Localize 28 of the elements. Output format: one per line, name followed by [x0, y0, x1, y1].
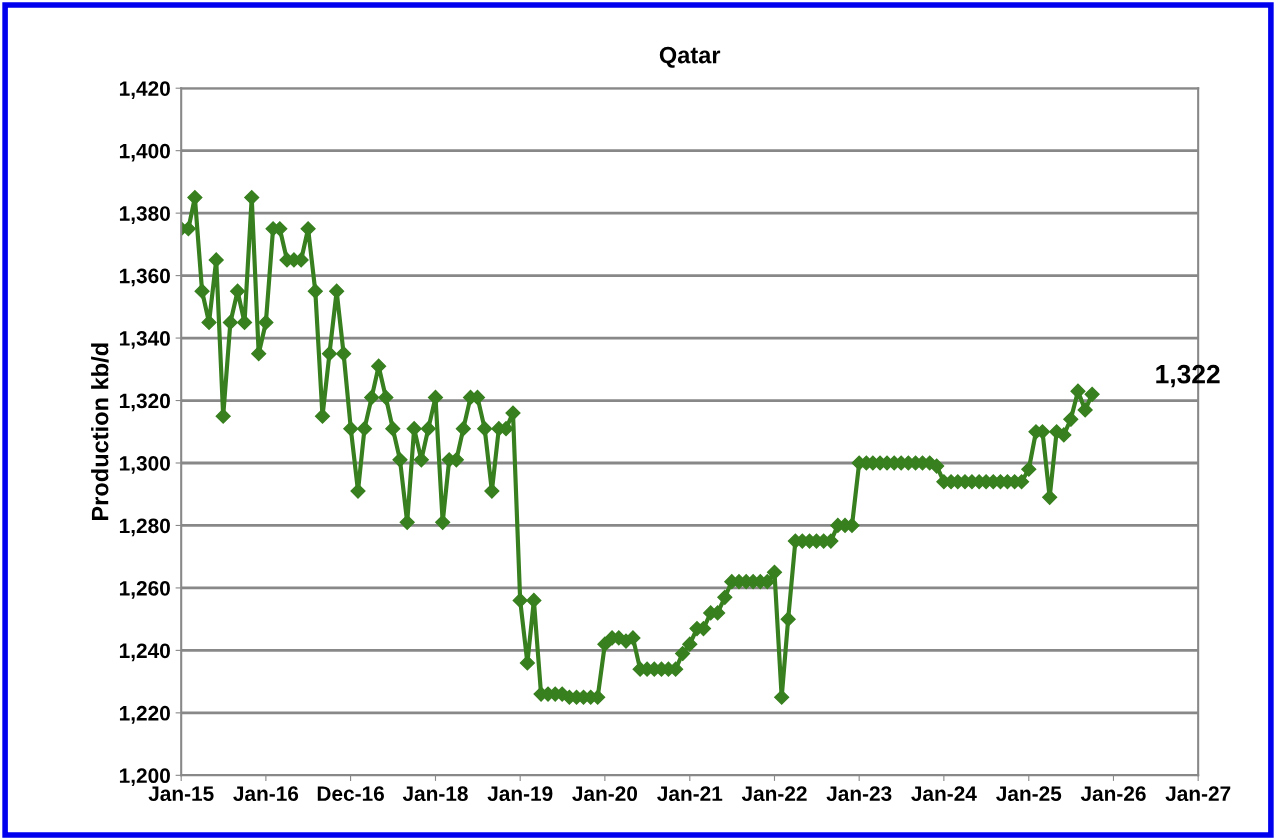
- x-tick-label: Jan-22: [741, 786, 807, 802]
- x-tick-label: Jan-19: [487, 786, 553, 802]
- x-tick-label: Dec-16: [317, 786, 384, 802]
- x-tick-label: Jan-25: [996, 786, 1062, 802]
- x-tick-label: Jan-20: [572, 786, 638, 802]
- y-tick-label: 1,220: [119, 705, 170, 724]
- x-tick-label: Jan-21: [657, 786, 723, 802]
- x-tick-label: Jan-16: [233, 786, 299, 802]
- y-tick-label: 1,280: [119, 518, 170, 537]
- x-tick-label: Jan-18: [402, 786, 468, 802]
- x-tick-label: Jan-27: [1165, 786, 1231, 802]
- x-tick-label: Jan-24: [911, 786, 977, 802]
- y-tick-label: 1,420: [119, 81, 170, 99]
- y-axis-title: Production kb/d: [91, 343, 109, 521]
- y-tick-label: 1,340: [119, 331, 170, 349]
- y-tick-label: 1,200: [119, 768, 170, 787]
- y-tick-label: 1,240: [119, 643, 170, 662]
- x-tick-label: Jan-26: [1080, 786, 1146, 802]
- chart-title: Qatar: [659, 46, 721, 68]
- x-tick-label: Jan-23: [826, 786, 892, 802]
- y-tick-label: 1,400: [119, 143, 170, 162]
- y-tick-label: 1,260: [119, 580, 170, 599]
- y-tick-label: 1,300: [119, 455, 170, 474]
- x-tick-label: Jan-15: [148, 786, 214, 802]
- y-tick-label: 1,380: [119, 206, 170, 224]
- y-tick-label: 1,320: [119, 393, 170, 412]
- annotation: 1,322: [1156, 364, 1220, 388]
- y-tick-label: 1,360: [119, 268, 170, 287]
